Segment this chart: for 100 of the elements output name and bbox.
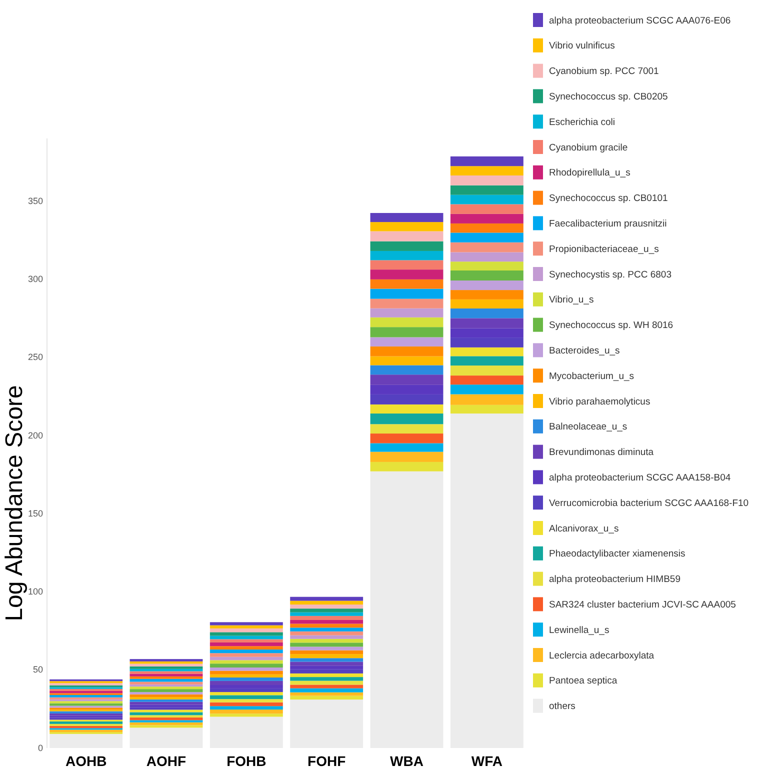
legend-label: Vibrio_u_s: [549, 294, 594, 306]
bar: [210, 664, 283, 668]
bar: [210, 642, 283, 646]
bar: [450, 366, 524, 376]
bar: [450, 356, 524, 366]
bar: [450, 347, 524, 356]
bar: [210, 692, 283, 696]
bar: [50, 713, 123, 716]
bar: [290, 673, 364, 678]
bar: [130, 689, 203, 692]
bar: [370, 308, 444, 318]
bar: [290, 608, 364, 612]
bar: [130, 710, 203, 712]
bar: [370, 365, 444, 375]
legend-label: Escherichia coli: [549, 116, 615, 128]
bar: [290, 677, 364, 681]
y-tick-label: 300: [28, 274, 43, 284]
bar: [290, 696, 364, 700]
y-tick-label: 200: [28, 430, 43, 440]
legend-label: Lewinella_u_s: [549, 624, 610, 636]
y-axis-title: Log Abundance Score: [1, 385, 28, 622]
bar: [290, 662, 364, 666]
y-tick-label: 100: [28, 586, 43, 597]
bar: [130, 661, 203, 664]
bar: [210, 716, 283, 748]
bar: [50, 703, 123, 706]
bar: [130, 718, 203, 720]
bar: [450, 384, 524, 394]
bar: [450, 290, 524, 300]
y-tick-label: 150: [28, 508, 43, 518]
bar: [210, 714, 283, 717]
bar: [370, 434, 444, 444]
bar: [210, 656, 283, 660]
bar: [130, 694, 203, 698]
bar: [210, 699, 283, 702]
legend-label: Synechococcus sp. WH 8016: [549, 320, 674, 332]
bar: [130, 668, 203, 672]
bar: [210, 632, 283, 636]
bar: [450, 194, 524, 204]
bar: [50, 730, 123, 732]
legend-label: Cyanobium gracile: [549, 142, 628, 154]
bar: [210, 706, 283, 710]
bar: [370, 404, 444, 414]
bar: [210, 660, 283, 664]
bar: [370, 222, 444, 232]
bar: [130, 686, 203, 690]
bar: [130, 664, 203, 666]
y-tick-label: 350: [28, 196, 43, 206]
legend-label: Faecalibacterium prausnitzii: [549, 218, 667, 230]
legend-label: Synechocystis sp. PCC 6803: [549, 269, 672, 280]
bar: [370, 231, 444, 242]
bar: [450, 318, 524, 328]
bar: [290, 616, 364, 620]
bar: [290, 604, 364, 609]
bar: [130, 699, 203, 702]
bar: [290, 684, 364, 688]
bar: [210, 653, 283, 657]
bar: [210, 695, 283, 700]
legend-label: others: [549, 701, 576, 712]
bar: [210, 628, 283, 632]
bar: [370, 443, 444, 452]
bar: [290, 669, 364, 674]
legend-label: Vibrio vulnificus: [549, 40, 616, 52]
bar: [130, 684, 203, 687]
bar: [210, 650, 283, 654]
bar: [370, 414, 444, 424]
bar: [370, 270, 444, 280]
bar: [290, 596, 364, 601]
bar: [370, 424, 444, 434]
legend-label: Cyanobium sp. PCC 7001: [549, 66, 659, 78]
bar: [370, 471, 444, 748]
bar: [290, 624, 364, 628]
bar: [290, 612, 364, 616]
legend-label: Mycobacterium_u_s: [549, 370, 634, 382]
bar: [130, 715, 203, 718]
bar: [290, 680, 364, 685]
bar: [450, 175, 524, 186]
bar: [210, 622, 283, 626]
bar: [370, 356, 444, 366]
bar: [450, 376, 524, 385]
x-tick-label: FOHF: [308, 753, 346, 769]
bar: [290, 650, 364, 654]
y-tick-label: 250: [28, 352, 43, 362]
bar: [210, 674, 283, 678]
legend-label: alpha proteobacterium SCGC AAA158-B04: [549, 472, 731, 484]
bar: [370, 212, 444, 222]
bar: [290, 628, 364, 632]
legend-label: alpha proteobacterium HIMB59: [549, 574, 680, 586]
bar: [50, 726, 123, 728]
bar: [450, 166, 524, 176]
bar: [290, 692, 364, 696]
bar: [130, 728, 203, 748]
bar: [450, 185, 524, 195]
bar: [290, 631, 364, 636]
y-tick-label: 0: [38, 742, 43, 753]
legend-label: Alcanivorax_u_s: [549, 523, 619, 534]
bar: [450, 262, 524, 271]
bar: [370, 288, 444, 299]
bar: [370, 241, 444, 251]
bar: [210, 688, 283, 692]
